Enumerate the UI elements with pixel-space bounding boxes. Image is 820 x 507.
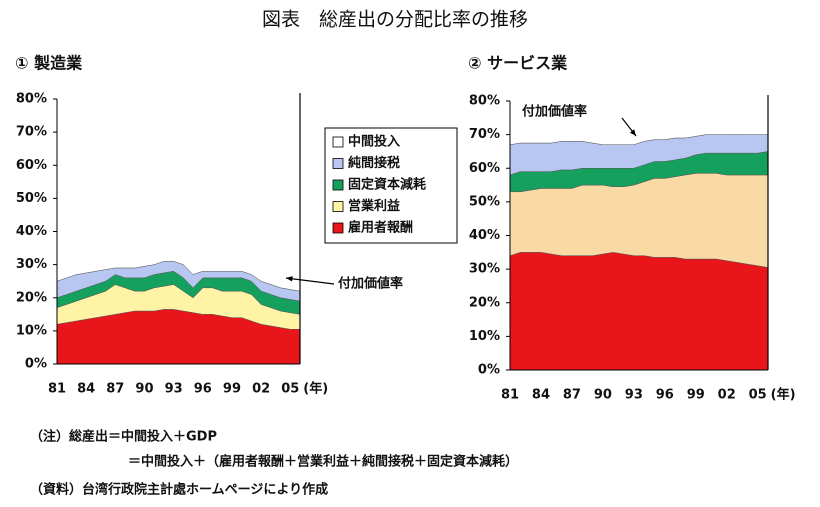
y-tick-label: 0%	[478, 363, 500, 378]
legend-swatch	[332, 222, 344, 234]
y-tick-label: 70%	[16, 125, 47, 140]
y-tick-label: 30%	[16, 257, 47, 272]
legend-label: 純間接税	[348, 155, 400, 171]
x-axis-label: (年)	[303, 381, 328, 397]
x-tick-label: 87	[106, 382, 124, 397]
y-tick-label: 10%	[16, 323, 47, 338]
y-tick-label: 20%	[16, 290, 47, 305]
legend-box	[324, 127, 458, 244]
x-tick-label: 90	[594, 388, 612, 403]
y-tick-label: 80%	[16, 92, 47, 107]
x-tick-label: 87	[563, 388, 581, 403]
x-tick-label: 93	[625, 388, 643, 403]
x-tick-label: 81	[501, 388, 519, 403]
y-tick-label: 60%	[469, 161, 500, 176]
annotation: 付加価値率	[338, 276, 403, 292]
figure-title: 図表 総産出の分配比率の推移	[262, 9, 528, 31]
y-tick-label: 80%	[469, 94, 500, 109]
x-tick-label: 96	[194, 382, 212, 397]
area	[57, 99, 300, 292]
note: （注）総産出＝中間投入＋GDP	[30, 429, 217, 445]
x-tick-label: 96	[656, 388, 674, 403]
y-tick-label: 40%	[469, 228, 500, 243]
note: （資料）台湾行政院主計處ホームページにより作成	[30, 482, 328, 498]
plot	[510, 101, 768, 370]
y-tick-label: 20%	[469, 295, 500, 310]
x-tick-label: 84	[77, 382, 95, 397]
x-tick-label: 84	[532, 388, 550, 403]
legend-label: 雇用者報酬	[348, 220, 413, 236]
y-tick-label: 70%	[469, 127, 500, 142]
x-tick-label: 81	[48, 382, 66, 397]
area	[510, 101, 768, 145]
x-tick-label: 05	[749, 388, 767, 403]
legend-swatch	[332, 136, 344, 148]
x-tick-label: 02	[718, 388, 736, 403]
arrow-head	[629, 129, 636, 136]
legend-swatch	[332, 158, 344, 169]
area	[510, 252, 768, 370]
annotation-arrow	[285, 277, 335, 285]
legend-label: 営業利益	[348, 198, 400, 214]
legend-label: 固定資本減耗	[348, 177, 426, 193]
chart-title: ② サービス業	[468, 54, 568, 73]
annotation: 付加価値率	[522, 104, 587, 120]
y-tick-label: 50%	[469, 194, 500, 209]
x-tick-label: 02	[252, 382, 270, 397]
x-tick-label: 05	[281, 382, 299, 397]
y-tick-label: 50%	[16, 191, 47, 206]
legend-label: 中間投入	[348, 134, 400, 150]
arrow-head	[286, 276, 293, 282]
note: ＝中間投入＋（雇用者報酬＋営業利益＋純間接税＋固定資本減耗）	[128, 454, 518, 470]
y-tick-label: 10%	[469, 329, 500, 344]
x-axis-label: (年)	[771, 387, 796, 403]
y-tick-label: 0%	[25, 357, 47, 372]
x-tick-label: 99	[223, 382, 241, 397]
x-tick-label: 90	[135, 382, 153, 397]
plot	[57, 99, 300, 364]
y-tick-label: 40%	[16, 224, 47, 239]
legend-swatch	[332, 201, 344, 212]
chart-title: ① 製造業	[15, 54, 83, 73]
x-tick-label: 93	[165, 382, 183, 397]
y-tick-label: 60%	[16, 158, 47, 173]
y-tick-label: 30%	[469, 262, 500, 277]
legend-swatch	[332, 179, 344, 191]
x-tick-label: 99	[687, 388, 705, 403]
